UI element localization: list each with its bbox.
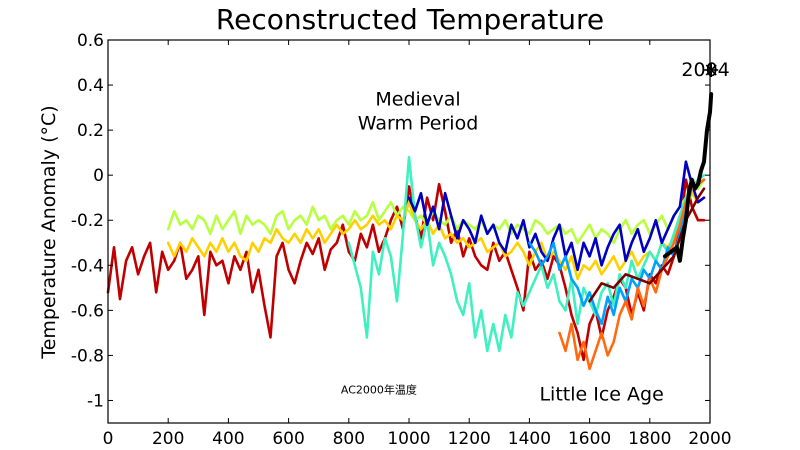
x-tick-label: 1200: [448, 429, 491, 449]
series-line-4: [347, 155, 706, 353]
series-line-7: [558, 178, 706, 371]
y-tick-label: -0.6: [71, 301, 104, 321]
x-tick-label: 1800: [628, 429, 671, 449]
x-tick-label: 400: [212, 429, 244, 449]
x-tick-label: 800: [333, 429, 365, 449]
series-line-8: [588, 187, 706, 303]
y-axis-label: Temperature Anomaly (°C): [38, 105, 60, 359]
annotation-text: Medieval: [375, 88, 460, 110]
series-layer: [106, 92, 714, 371]
y-tick-label: 0: [93, 166, 104, 186]
series-line-5: [407, 160, 706, 272]
y-tick-label: -0.4: [71, 256, 104, 276]
x-tick-label: 1400: [508, 429, 551, 449]
y-tick-label: 0.2: [77, 121, 104, 141]
x-tick-label: 1000: [387, 429, 430, 449]
y-tick-label: -1: [87, 391, 104, 411]
chart-title: Reconstructed Temperature: [216, 3, 604, 36]
marker-2004-asterisk: [705, 64, 717, 76]
y-tick-label: 0.4: [77, 76, 104, 96]
x-tick-label: 200: [152, 429, 184, 449]
x-tick-label: 1600: [568, 429, 611, 449]
x-tick-label: 0: [103, 429, 114, 449]
series-line-9: [662, 92, 714, 263]
annotation-text: Warm Period: [358, 112, 479, 134]
x-tick-label: 2000: [688, 429, 731, 449]
y-tick-label: -0.2: [71, 211, 104, 231]
y-tick-label: 0.6: [77, 31, 104, 51]
annotation-text: AC2000年温度: [341, 383, 417, 397]
tick-layer: 0 200 400 600 800 1000 1200 1400 1600 1800 2000 0.6…: [71, 31, 732, 449]
y-tick-label: -0.8: [71, 346, 104, 366]
series-line-2: [166, 178, 706, 245]
x-tick-label: 600: [272, 429, 304, 449]
annotation-text: Little Ice Age: [539, 383, 663, 405]
series-line-3: [166, 191, 700, 281]
